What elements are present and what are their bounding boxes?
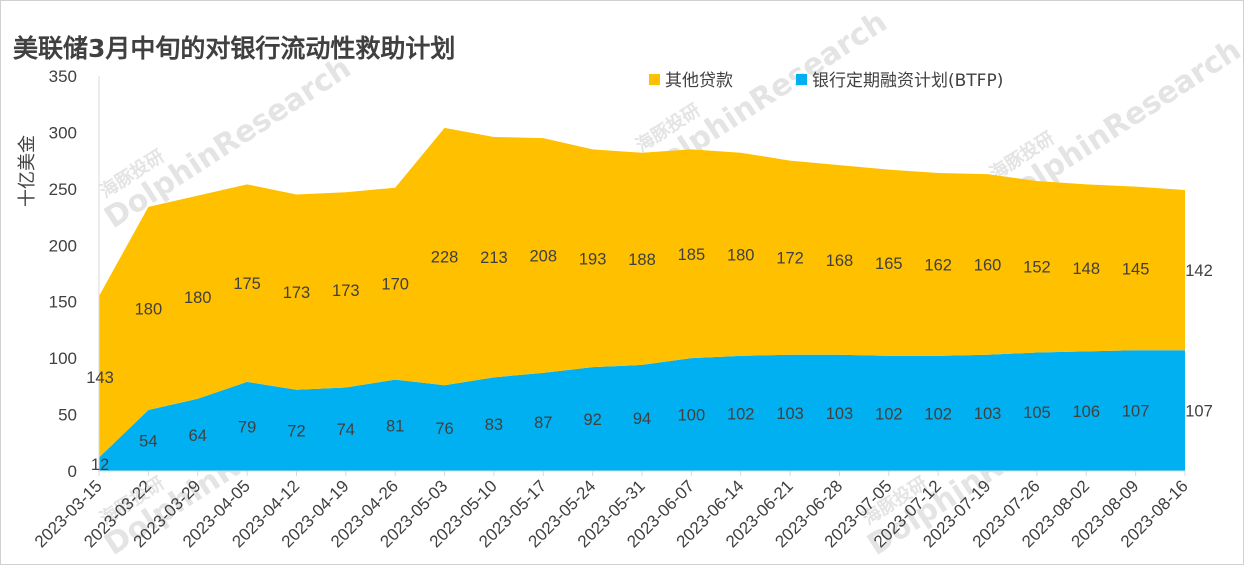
data-label: 148 <box>1073 260 1101 278</box>
data-label: 172 <box>776 250 804 268</box>
data-label: 107 <box>1185 403 1213 421</box>
data-label: 79 <box>238 418 256 436</box>
data-label: 165 <box>875 255 903 273</box>
data-label: 106 <box>1073 403 1101 421</box>
legend[interactable]: 其他贷款 银行定期融资计划(BTFP) <box>649 71 1003 91</box>
legend-swatch <box>649 74 660 85</box>
area-series-1 <box>99 127 1185 458</box>
data-label: 213 <box>480 249 508 267</box>
data-label: 142 <box>1185 262 1213 280</box>
data-label: 83 <box>485 416 503 434</box>
data-label: 102 <box>727 405 755 423</box>
data-label: 103 <box>826 405 854 423</box>
y-tick-label: 350 <box>49 67 77 86</box>
areas <box>99 127 1185 471</box>
data-label: 168 <box>826 252 854 270</box>
data-label: 170 <box>381 276 409 294</box>
y-tick-label: 150 <box>49 293 77 312</box>
data-label: 100 <box>678 407 706 425</box>
chart-title: 美联储3月中旬的对银行流动性救助计划 <box>13 34 455 63</box>
data-label: 175 <box>233 275 261 293</box>
data-label: 143 <box>86 369 114 387</box>
data-label: 173 <box>283 284 311 302</box>
data-labels: 12 54 64 79 72 74 81 76 83 87 92 94 100 102 103 103 102 1… <box>86 246 1213 474</box>
data-label: 103 <box>776 405 804 423</box>
y-tick-label: 50 <box>58 406 77 425</box>
data-label: 72 <box>287 422 305 440</box>
data-label: 162 <box>924 256 952 274</box>
data-label: 180 <box>135 300 163 318</box>
data-label: 193 <box>579 250 607 268</box>
data-label: 64 <box>189 427 207 445</box>
data-label: 107 <box>1122 403 1150 421</box>
y-tick-label: 0 <box>68 462 77 481</box>
y-tick-label: 100 <box>49 349 77 368</box>
data-label: 12 <box>91 456 109 474</box>
data-label: 228 <box>431 249 459 267</box>
legend-label: 银行定期融资计划(BTFP) <box>812 71 1003 91</box>
legend-item-0[interactable]: 银行定期融资计划(BTFP) <box>796 71 1003 91</box>
data-label: 54 <box>139 433 157 451</box>
y-tick-label: 300 <box>49 123 77 142</box>
area-series-0 <box>99 350 1185 471</box>
data-label: 180 <box>184 289 212 307</box>
data-label: 160 <box>974 256 1002 274</box>
data-label: 102 <box>875 405 903 423</box>
y-tick-label: 250 <box>49 180 77 199</box>
legend-label: 其他贷款 <box>665 71 733 91</box>
data-label: 173 <box>332 282 360 300</box>
data-label: 188 <box>628 251 656 269</box>
legend-item-1[interactable]: 其他贷款 <box>649 71 733 91</box>
data-label: 208 <box>530 247 558 265</box>
legend-swatch <box>796 74 807 85</box>
data-label: 103 <box>974 405 1002 423</box>
data-label: 76 <box>435 420 453 438</box>
y-axis-label: 十亿美金 <box>17 135 38 207</box>
data-label: 180 <box>727 246 755 264</box>
data-label: 152 <box>1023 259 1051 277</box>
data-label: 81 <box>386 417 404 435</box>
data-label: 92 <box>583 411 601 429</box>
data-label: 145 <box>1122 260 1150 278</box>
data-label: 87 <box>534 414 552 432</box>
data-label: 102 <box>924 405 952 423</box>
data-label: 74 <box>337 421 355 439</box>
data-label: 94 <box>633 410 651 428</box>
data-label: 105 <box>1023 404 1051 422</box>
data-label: 185 <box>678 246 706 264</box>
y-tick-label: 200 <box>49 236 77 255</box>
